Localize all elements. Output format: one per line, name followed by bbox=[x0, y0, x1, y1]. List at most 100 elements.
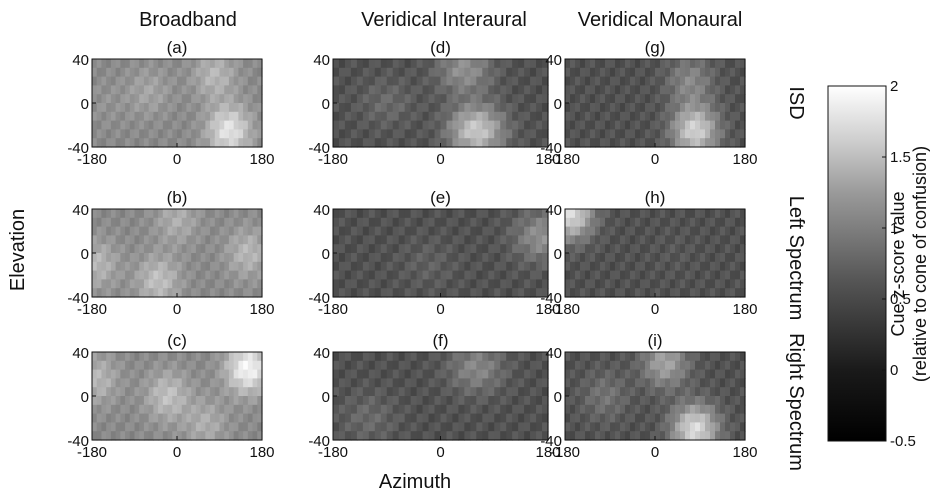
heatmap-cell bbox=[191, 85, 197, 95]
x-tick-label: 0 bbox=[173, 151, 181, 168]
heatmap-cell bbox=[219, 111, 225, 122]
heatmap-cell bbox=[675, 422, 681, 432]
heatmap-cell bbox=[243, 422, 249, 432]
heatmap-cell bbox=[410, 352, 418, 362]
heatmap-cell bbox=[530, 59, 537, 69]
heatmap-cell bbox=[705, 352, 711, 362]
heatmap-cell bbox=[191, 209, 197, 219]
heatmap-cell bbox=[670, 111, 676, 122]
heatmap-cell bbox=[125, 422, 131, 432]
heatmap-cell bbox=[705, 85, 711, 95]
heatmap-cell bbox=[565, 253, 571, 263]
heatmap-cell bbox=[148, 352, 154, 362]
y-tick-label: 0 bbox=[322, 246, 330, 263]
heatmap-cell bbox=[452, 378, 460, 388]
heatmap-cell bbox=[243, 431, 249, 441]
heatmap-cell bbox=[725, 431, 731, 441]
heatmap-cell bbox=[446, 253, 454, 263]
heatmap-cell bbox=[494, 244, 501, 254]
heatmap-cell bbox=[200, 279, 206, 289]
heatmap-cell bbox=[446, 360, 454, 371]
heatmap-cell bbox=[580, 103, 586, 113]
heatmap-cell bbox=[374, 235, 382, 245]
heatmap-cell bbox=[720, 129, 726, 139]
heatmap-cell bbox=[181, 253, 188, 263]
heatmap-cell bbox=[695, 422, 701, 432]
heatmap-cell bbox=[200, 270, 206, 280]
heatmap-cell bbox=[660, 360, 666, 371]
heatmap-cell bbox=[380, 360, 388, 371]
heatmap-cell bbox=[635, 217, 641, 228]
heatmap-cell bbox=[524, 244, 531, 254]
heatmap-cell bbox=[374, 352, 382, 362]
heatmap-cell bbox=[338, 111, 346, 122]
heatmap-cell bbox=[470, 261, 477, 272]
heatmap-cell bbox=[630, 76, 636, 86]
heatmap-cell bbox=[700, 352, 706, 362]
heatmap-cell bbox=[410, 103, 418, 113]
heatmap-cell bbox=[660, 422, 666, 432]
heatmap-cell bbox=[630, 253, 636, 263]
heatmap-cell bbox=[134, 111, 140, 122]
heatmap-cell bbox=[610, 288, 616, 298]
heatmap-cell bbox=[670, 352, 676, 362]
heatmap-cell bbox=[374, 209, 382, 219]
heatmap-cell bbox=[735, 253, 741, 263]
heatmap-cell bbox=[620, 85, 626, 95]
heatmap-cell bbox=[740, 120, 746, 130]
heatmap-cell bbox=[500, 138, 507, 148]
heatmap-cell bbox=[224, 261, 230, 272]
heatmap-cell bbox=[177, 67, 183, 78]
heatmap-cell bbox=[605, 261, 611, 272]
heatmap-cell bbox=[333, 217, 340, 228]
heatmap-cell bbox=[177, 270, 183, 280]
heatmap-cell bbox=[200, 209, 206, 219]
heatmap-cell bbox=[735, 103, 741, 113]
heatmap-cell bbox=[101, 369, 107, 379]
heatmap-cell bbox=[428, 103, 436, 113]
heatmap-cell bbox=[233, 94, 239, 104]
heatmap-cell bbox=[129, 387, 136, 397]
heatmap-cell bbox=[640, 413, 646, 423]
heatmap-cell bbox=[565, 138, 571, 148]
heatmap-cell bbox=[181, 279, 188, 289]
heatmap-cell bbox=[380, 226, 388, 236]
heatmap-cell bbox=[101, 431, 107, 441]
heatmap-cell bbox=[110, 59, 117, 69]
heatmap-cell bbox=[120, 253, 126, 263]
heatmap-cell bbox=[655, 235, 661, 245]
heatmap-cell bbox=[585, 103, 591, 113]
heatmap-cell bbox=[655, 431, 661, 441]
heatmap-cell bbox=[570, 360, 576, 371]
heatmap-cell bbox=[610, 369, 616, 379]
heatmap-cell bbox=[257, 244, 263, 254]
heatmap-cell bbox=[214, 129, 221, 139]
heatmap-cell bbox=[565, 396, 571, 406]
heatmap-cell bbox=[214, 209, 221, 219]
heatmap-cell bbox=[125, 288, 131, 298]
heatmap-cell bbox=[428, 217, 436, 228]
heatmap-cell bbox=[129, 253, 136, 263]
heatmap-cell bbox=[210, 360, 216, 371]
heatmap-cell bbox=[172, 369, 178, 379]
heatmap-cell bbox=[162, 59, 169, 69]
heatmap-cell bbox=[380, 270, 388, 280]
heatmap-cell bbox=[565, 279, 571, 289]
heatmap-cell bbox=[725, 360, 731, 371]
heatmap-cell bbox=[635, 85, 641, 95]
heatmap-cell bbox=[735, 67, 741, 78]
heatmap-cell bbox=[380, 76, 388, 86]
heatmap-cell bbox=[350, 67, 358, 78]
heatmap-cell bbox=[143, 226, 150, 236]
heatmap-cell bbox=[680, 235, 686, 245]
heatmap-cell bbox=[470, 217, 477, 228]
heatmap-cell bbox=[565, 369, 571, 379]
heatmap-cell bbox=[177, 94, 183, 104]
heatmap-cell bbox=[482, 404, 489, 415]
heatmap-cell bbox=[210, 59, 216, 69]
heatmap-cell bbox=[500, 129, 507, 139]
heatmap-cell bbox=[625, 217, 631, 228]
heatmap-cell bbox=[228, 85, 235, 95]
heatmap-cell bbox=[177, 59, 183, 69]
heatmap-cell bbox=[655, 59, 661, 69]
